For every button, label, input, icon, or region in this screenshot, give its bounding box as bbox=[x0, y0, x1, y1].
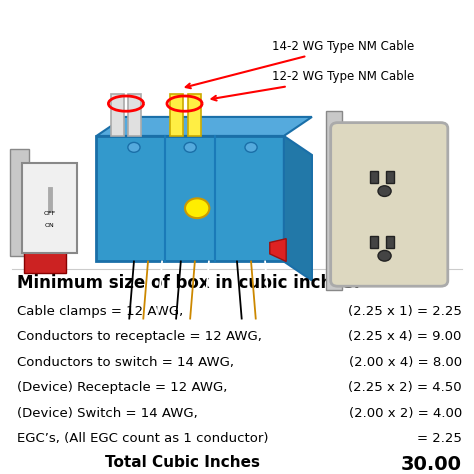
FancyBboxPatch shape bbox=[326, 111, 342, 290]
Text: (Device) Switch = 14 AWG,: (Device) Switch = 14 AWG, bbox=[17, 407, 198, 420]
Circle shape bbox=[378, 250, 391, 261]
FancyBboxPatch shape bbox=[10, 149, 29, 256]
FancyBboxPatch shape bbox=[22, 164, 77, 253]
Text: Total Cubic Inches: Total Cubic Inches bbox=[105, 455, 260, 470]
Text: 12-2 WG Type NM Cable: 12-2 WG Type NM Cable bbox=[211, 71, 414, 100]
Text: (2.25 x 1) = 2.25: (2.25 x 1) = 2.25 bbox=[348, 305, 462, 318]
Circle shape bbox=[128, 142, 140, 152]
Text: Minimum size of box in cubic inches:: Minimum size of box in cubic inches: bbox=[17, 273, 360, 292]
Bar bbox=[188, 94, 201, 136]
Text: = 2.25: = 2.25 bbox=[417, 432, 462, 445]
Bar bbox=[128, 94, 141, 136]
FancyBboxPatch shape bbox=[24, 241, 66, 273]
Circle shape bbox=[378, 186, 391, 196]
Text: (2.25 x 4) = 9.00: (2.25 x 4) = 9.00 bbox=[348, 330, 462, 343]
Text: 14-2 WG Type NM Cable: 14-2 WG Type NM Cable bbox=[186, 40, 414, 88]
Text: Conductors to receptacle = 12 AWG,: Conductors to receptacle = 12 AWG, bbox=[17, 330, 262, 343]
FancyBboxPatch shape bbox=[331, 123, 448, 286]
Bar bbox=[386, 171, 394, 183]
Circle shape bbox=[184, 142, 196, 152]
Polygon shape bbox=[97, 117, 312, 136]
Text: Cable clamps = 12 AWG,: Cable clamps = 12 AWG, bbox=[17, 305, 183, 318]
Text: ON: ON bbox=[45, 223, 55, 228]
Text: (Device) Receptacle = 12 AWG,: (Device) Receptacle = 12 AWG, bbox=[17, 382, 227, 394]
Text: EGC’s, (All EGC count as 1 conductor): EGC’s, (All EGC count as 1 conductor) bbox=[17, 432, 268, 445]
FancyBboxPatch shape bbox=[97, 136, 284, 262]
Circle shape bbox=[245, 142, 257, 152]
Bar bbox=[170, 94, 182, 136]
Polygon shape bbox=[284, 136, 312, 281]
Circle shape bbox=[185, 198, 210, 218]
Bar bbox=[370, 236, 378, 248]
Polygon shape bbox=[270, 239, 286, 262]
Bar bbox=[111, 94, 124, 136]
Text: (2.00 x 2) = 4.00: (2.00 x 2) = 4.00 bbox=[348, 407, 462, 420]
Text: (2.00 x 4) = 8.00: (2.00 x 4) = 8.00 bbox=[349, 356, 462, 369]
Text: 30.00: 30.00 bbox=[401, 455, 462, 474]
Bar bbox=[386, 236, 394, 248]
Text: (2.25 x 2) = 4.50: (2.25 x 2) = 4.50 bbox=[348, 382, 462, 394]
Text: OFF: OFF bbox=[44, 211, 56, 217]
Bar bbox=[370, 171, 378, 183]
Text: Conductors to switch = 14 AWG,: Conductors to switch = 14 AWG, bbox=[17, 356, 234, 369]
